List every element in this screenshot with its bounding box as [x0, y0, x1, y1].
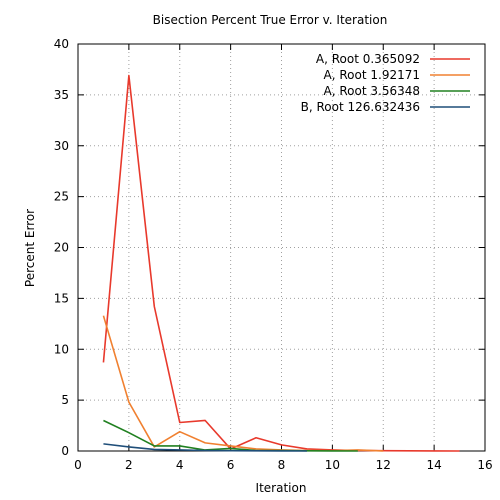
x-tick-label: 0	[74, 458, 82, 472]
series-line-4	[103, 443, 307, 452]
y-tick-label: 25	[54, 190, 69, 204]
x-tick-label: 6	[227, 458, 235, 472]
y-axis-label: Percent Error	[23, 209, 37, 287]
y-tick-label: 15	[54, 291, 69, 305]
y-tick-label: 0	[61, 444, 69, 458]
y-tick-label: 35	[54, 88, 69, 102]
chart-title: Bisection Percent True Error v. Iteratio…	[153, 13, 388, 27]
x-tick-label: 8	[278, 458, 286, 472]
x-tick-label: 14	[426, 458, 441, 472]
plot-frame	[77, 43, 486, 452]
x-tick-label: 10	[325, 458, 340, 472]
y-tick-label: 30	[54, 139, 69, 153]
legend: A, Root 0.365092 A, Root 1.92171 A, Root 3…	[301, 52, 470, 114]
y-tick-label: 40	[54, 37, 69, 51]
series-line-3	[103, 419, 358, 452]
x-tick-label: 4	[176, 458, 184, 472]
legend-label-4: B, Root 126.632436	[301, 100, 420, 114]
x-tick-label: 16	[477, 458, 492, 472]
x-axis-label: Iteration	[256, 481, 307, 495]
legend-label-3: A, Root 3.56348	[324, 84, 420, 98]
y-tick-label: 20	[54, 241, 69, 255]
grid	[78, 44, 485, 451]
series-layer	[102, 74, 460, 452]
x-tick-label: 2	[125, 458, 133, 472]
legend-label-2: A, Root 1.92171	[324, 68, 420, 82]
y-tick-label: 5	[61, 393, 69, 407]
x-axis: 0 2 4 6 8 10 12 14 16	[74, 44, 493, 472]
x-tick-label: 12	[376, 458, 391, 472]
legend-label-1: A, Root 0.365092	[316, 52, 420, 66]
series-line-2	[102, 315, 384, 452]
y-axis: 0 5 10 15 20 25 30 35 40	[54, 37, 485, 458]
y-tick-label: 10	[54, 342, 69, 356]
series-line-1	[102, 74, 460, 452]
